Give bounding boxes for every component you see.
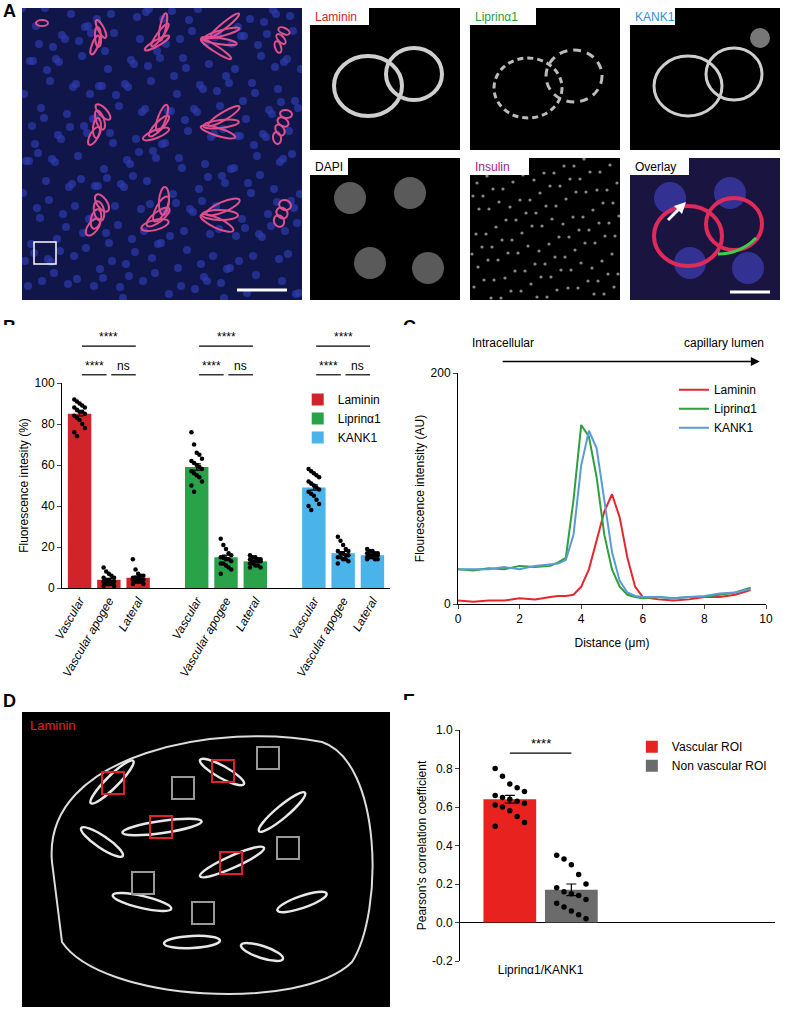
svg-text:****: **** (85, 359, 104, 373)
svg-text:Flourescence intensity (AU): Flourescence intensity (AU) (413, 415, 427, 562)
svg-text:Overlay: Overlay (635, 160, 676, 174)
svg-text:KANK1: KANK1 (714, 421, 754, 435)
svg-text:0.4: 0.4 (436, 839, 453, 853)
svg-text:200: 200 (431, 366, 451, 380)
svg-text:0.8: 0.8 (436, 762, 453, 776)
svg-text:****: **** (217, 330, 236, 344)
svg-text:Vascular apogee: Vascular apogee (60, 595, 117, 680)
svg-text:KANK1: KANK1 (338, 431, 378, 445)
svg-text:Laminin: Laminin (714, 383, 756, 397)
svg-text:2: 2 (516, 612, 523, 626)
svg-text:DAPI: DAPI (315, 160, 343, 174)
svg-text:-0.2: -0.2 (432, 954, 453, 968)
svg-text:0: 0 (48, 581, 55, 595)
svg-text:40: 40 (41, 499, 55, 513)
svg-text:60: 60 (41, 458, 55, 472)
svg-text:Liprinα1: Liprinα1 (338, 412, 381, 426)
svg-text:Pearson's correlation coeffici: Pearson's correlation coefficient (415, 760, 429, 930)
html-text:E: E (403, 691, 415, 711)
svg-text:Vascular apogee: Vascular apogee (177, 595, 234, 680)
svg-text:6: 6 (639, 612, 646, 626)
svg-text:****: **** (202, 359, 221, 373)
svg-text:Laminin: Laminin (315, 10, 357, 24)
svg-text:Fluorescence intesity (%): Fluorescence intesity (%) (17, 418, 31, 553)
svg-text:Vascular apogee: Vascular apogee (294, 595, 351, 680)
svg-text:****: **** (99, 330, 118, 344)
svg-text:Lateral: Lateral (233, 595, 264, 634)
svg-text:80: 80 (41, 417, 55, 431)
svg-text:Liprinα1/KANK1: Liprinα1/KANK1 (498, 963, 584, 977)
svg-text:ns: ns (351, 359, 364, 373)
svg-text:100: 100 (35, 376, 55, 390)
svg-text:Vascular: Vascular (169, 594, 205, 642)
svg-text:10: 10 (759, 612, 773, 626)
svg-text:Vascular: Vascular (52, 594, 88, 642)
svg-text:0: 0 (455, 612, 462, 626)
svg-text:Laminin: Laminin (30, 718, 76, 733)
svg-text:Liprinα1: Liprinα1 (714, 402, 757, 416)
svg-text:8: 8 (701, 612, 708, 626)
html-text:C: C (403, 317, 416, 337)
svg-text:0: 0 (444, 597, 451, 611)
svg-text:ns: ns (234, 359, 247, 373)
svg-text:Vascular ROI: Vascular ROI (672, 740, 742, 754)
svg-text:1.0: 1.0 (436, 723, 453, 737)
svg-text:****: **** (319, 359, 338, 373)
svg-text:KANK1: KANK1 (635, 10, 675, 24)
svg-text:Distance (μm): Distance (μm) (575, 636, 650, 650)
svg-text:****: **** (334, 330, 353, 344)
svg-text:Liprinα1: Liprinα1 (475, 10, 518, 24)
svg-text:ns: ns (117, 359, 130, 373)
svg-text:4: 4 (578, 612, 585, 626)
svg-text:0.6: 0.6 (436, 800, 453, 814)
svg-text:0.2: 0.2 (436, 877, 453, 891)
html-text:A: A (3, 1, 16, 21)
svg-text:Intracellular: Intracellular (472, 336, 534, 350)
svg-text:Non vascular ROI: Non vascular ROI (672, 759, 767, 773)
svg-text:Lateral: Lateral (115, 595, 146, 634)
html-text:D: D (3, 691, 16, 711)
svg-text:Lateral: Lateral (350, 595, 381, 634)
svg-text:0.0: 0.0 (436, 916, 453, 930)
html-text:B: B (3, 317, 16, 337)
svg-text:capillary lumen: capillary lumen (684, 336, 764, 350)
svg-text:Insulin: Insulin (475, 160, 510, 174)
svg-text:20: 20 (41, 540, 55, 554)
svg-text:Laminin: Laminin (338, 393, 380, 407)
svg-text:Vascular: Vascular (286, 594, 322, 642)
svg-text:****: **** (531, 736, 551, 751)
